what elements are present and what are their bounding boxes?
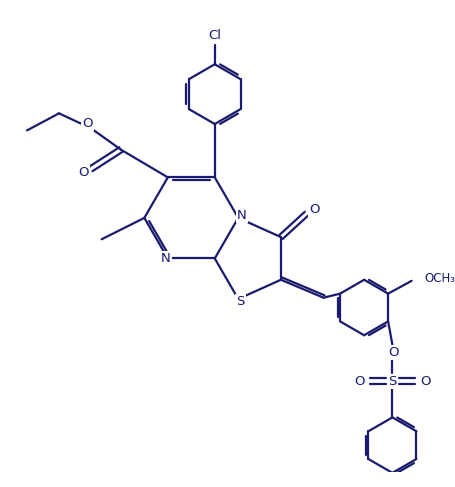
Text: O: O — [387, 346, 398, 359]
Text: Cl: Cl — [208, 29, 221, 42]
Text: O: O — [419, 375, 430, 388]
Text: N: N — [161, 252, 170, 265]
Text: OCH₃: OCH₃ — [424, 272, 455, 285]
Text: O: O — [82, 117, 93, 130]
Text: S: S — [236, 295, 244, 308]
Text: O: O — [354, 375, 364, 388]
Text: O: O — [78, 166, 88, 179]
Text: O: O — [308, 203, 319, 216]
Text: N: N — [236, 209, 246, 222]
Text: S: S — [387, 375, 396, 388]
